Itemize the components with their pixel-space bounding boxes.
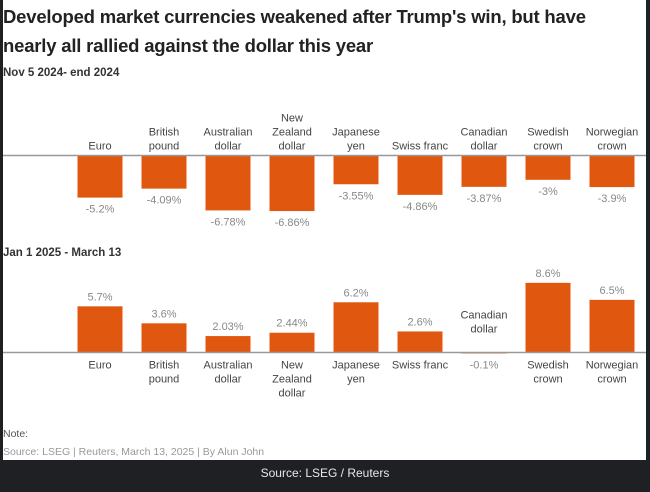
category-label: Canadian bbox=[460, 127, 507, 139]
value-label: -6.86% bbox=[275, 217, 310, 229]
value-label: -6.78% bbox=[211, 216, 246, 228]
category-label: Zealand bbox=[272, 374, 312, 386]
value-label: 2.6% bbox=[407, 316, 432, 328]
source-line: Source: LSEG | Reuters, March 13, 2025 |… bbox=[3, 446, 265, 458]
category-label: Swedish bbox=[527, 360, 569, 372]
bar-0-7 bbox=[525, 155, 571, 180]
category-label: New bbox=[281, 360, 303, 372]
category-label: Euro bbox=[88, 360, 111, 372]
value-label: 5.7% bbox=[87, 291, 112, 303]
chart-panel bbox=[3, 0, 646, 460]
category-label: dollar bbox=[471, 141, 498, 153]
category-label: Zealand bbox=[272, 127, 312, 139]
category-label: dollar bbox=[215, 374, 242, 386]
category-label: pound bbox=[149, 141, 180, 153]
category-label: yen bbox=[347, 374, 365, 386]
bar-0-1 bbox=[141, 155, 187, 189]
value-label: -4.86% bbox=[403, 201, 438, 213]
bar-0-5 bbox=[397, 155, 443, 195]
category-label: British bbox=[149, 127, 180, 139]
value-label: 8.6% bbox=[535, 268, 560, 280]
category-label: crown bbox=[597, 141, 626, 153]
category-label: Canadian bbox=[460, 310, 507, 322]
category-label: Japanese bbox=[332, 127, 380, 139]
category-label: dollar bbox=[471, 324, 498, 336]
value-label: -0.1% bbox=[470, 359, 499, 371]
value-label: -3.9% bbox=[598, 193, 627, 205]
bar-0-8 bbox=[589, 155, 635, 188]
footer-source: Source: LSEG / Reuters bbox=[260, 466, 390, 480]
category-label: Swiss franc bbox=[392, 360, 449, 372]
category-label: New bbox=[281, 113, 303, 125]
category-label: crown bbox=[533, 141, 562, 153]
category-label: British bbox=[149, 360, 180, 372]
bar-1-5 bbox=[397, 331, 443, 353]
bar-0-3 bbox=[269, 155, 315, 212]
category-label: dollar bbox=[279, 141, 306, 153]
chart1-subtitle: Nov 5 2024- end 2024 bbox=[3, 67, 120, 79]
category-label: pound bbox=[149, 374, 180, 386]
category-label: crown bbox=[597, 374, 626, 386]
bar-0-4 bbox=[333, 155, 379, 185]
value-label: 2.44% bbox=[276, 318, 307, 330]
chart-title: Developed market currencies weakened aft… bbox=[3, 6, 586, 56]
category-label: dollar bbox=[215, 141, 242, 153]
value-label: -3% bbox=[538, 186, 558, 198]
category-label: Norwegian bbox=[586, 127, 639, 139]
bar-0-6 bbox=[461, 155, 507, 187]
bar-0-2 bbox=[205, 155, 251, 211]
bar-1-0 bbox=[77, 306, 123, 353]
value-label: -3.87% bbox=[467, 193, 502, 205]
value-label: -5.2% bbox=[86, 204, 115, 216]
category-label: crown bbox=[533, 374, 562, 386]
value-label: -4.09% bbox=[147, 195, 182, 207]
category-label: Norwegian bbox=[586, 360, 639, 372]
category-label: Euro bbox=[88, 141, 111, 153]
category-label: yen bbox=[347, 141, 365, 153]
value-label: -3.55% bbox=[339, 190, 374, 202]
value-label: 6.5% bbox=[599, 285, 624, 297]
bar-1-3 bbox=[269, 332, 315, 353]
chart2-subtitle: Jan 1 2025 - March 13 bbox=[3, 247, 122, 259]
bar-1-2 bbox=[205, 336, 251, 353]
category-label: Japanese bbox=[332, 360, 380, 372]
category-label: Australian bbox=[204, 360, 253, 372]
value-label: 3.6% bbox=[151, 308, 176, 320]
note: Note: bbox=[3, 428, 29, 440]
category-label: dollar bbox=[279, 388, 306, 400]
category-label: Swedish bbox=[527, 127, 569, 139]
bar-1-7 bbox=[525, 282, 571, 353]
bar-1-4 bbox=[333, 302, 379, 353]
category-label: Swiss franc bbox=[392, 141, 449, 153]
category-label: Australian bbox=[204, 127, 253, 139]
value-label: 2.03% bbox=[212, 321, 243, 333]
bar-1-1 bbox=[141, 323, 187, 353]
bar-0-0 bbox=[77, 155, 123, 198]
value-label: 6.2% bbox=[343, 287, 368, 299]
bar-1-8 bbox=[589, 299, 635, 353]
